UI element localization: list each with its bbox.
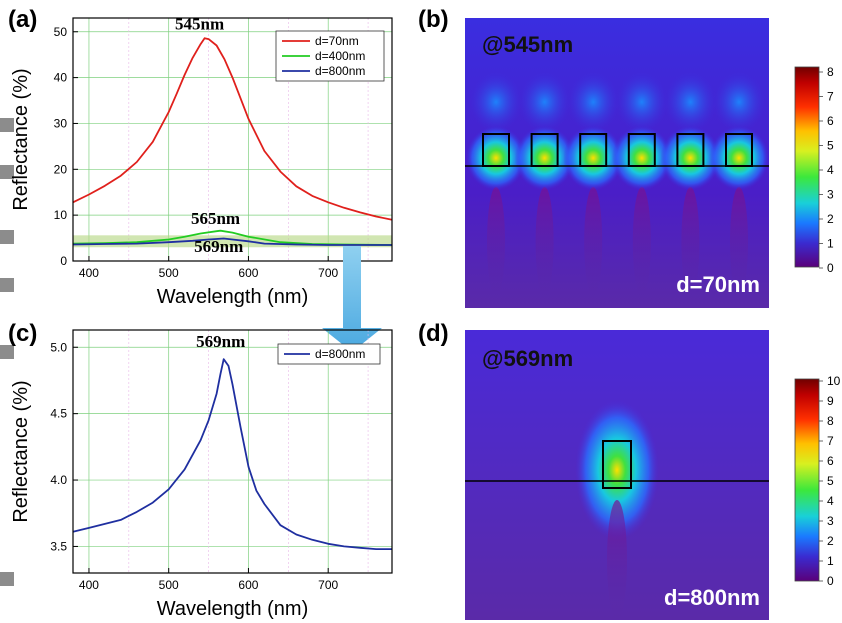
y-tick-label: 50 bbox=[54, 25, 68, 39]
y-tick-label: 0 bbox=[60, 254, 67, 268]
series-line bbox=[72, 229, 393, 246]
legend-label: d=800nm bbox=[315, 64, 365, 78]
plot-frame bbox=[72, 17, 393, 262]
x-tick-label: 400 bbox=[79, 266, 99, 280]
left-edge-mark bbox=[0, 165, 14, 179]
x-tick-label: 500 bbox=[159, 266, 179, 280]
left-edge-mark bbox=[0, 230, 14, 244]
series-line bbox=[72, 237, 392, 246]
peak-annotation: 565nm bbox=[191, 209, 240, 228]
panel-label-a: (a) bbox=[8, 6, 38, 33]
legend-label: d=400nm bbox=[315, 49, 365, 63]
highlight-band bbox=[73, 235, 392, 248]
y-tick-label: 10 bbox=[54, 208, 68, 222]
y-tick-label: 40 bbox=[54, 71, 68, 85]
peak-annotation: 545nm bbox=[175, 14, 224, 33]
left-edge-mark bbox=[0, 572, 14, 586]
x-tick-label: 700 bbox=[318, 266, 338, 280]
x-axis-label: Wavelength (nm) bbox=[157, 286, 309, 308]
panel-label-d: (d) bbox=[418, 320, 449, 347]
panel-label-c: (c) bbox=[8, 320, 38, 347]
y-axis-label: Reflectance (%) bbox=[10, 68, 32, 210]
left-edge-mark bbox=[0, 278, 14, 292]
y-tick-label: 20 bbox=[54, 162, 68, 176]
y-tick-label: 30 bbox=[54, 116, 68, 130]
legend-label: d=70nm bbox=[315, 34, 359, 48]
left-edge-mark bbox=[0, 345, 14, 359]
left-edge-mark bbox=[0, 118, 14, 132]
peak-annotation: 569nm bbox=[194, 237, 243, 256]
x-tick-label: 600 bbox=[238, 266, 258, 280]
panel-label-b: (b) bbox=[418, 6, 449, 33]
series-line bbox=[72, 37, 393, 221]
